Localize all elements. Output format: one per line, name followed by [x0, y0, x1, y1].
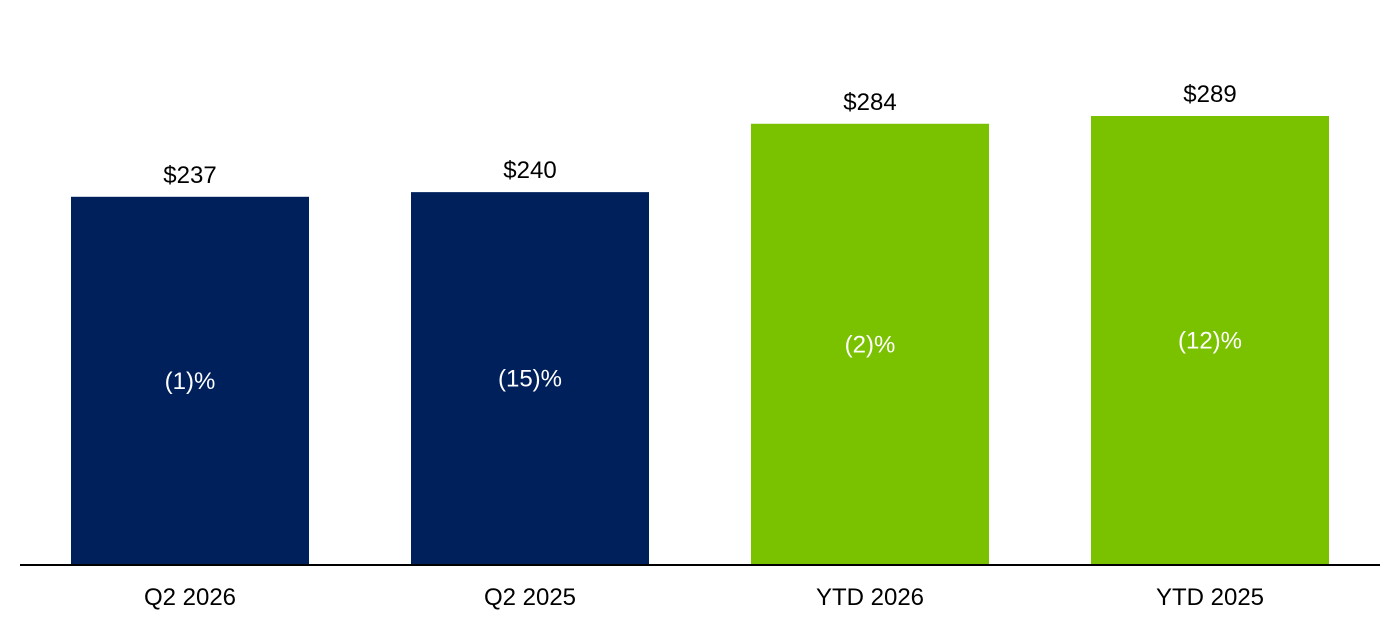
change-label: (15)% — [498, 366, 562, 393]
value-label: $289 — [1183, 81, 1236, 108]
value-label: $240 — [503, 157, 556, 184]
category-label: YTD 2025 — [1156, 584, 1264, 611]
value-label: $237 — [163, 162, 216, 189]
bar-ytd-2025 — [1091, 116, 1329, 565]
bar-q2-2025 — [411, 192, 649, 565]
change-label: (12)% — [1178, 328, 1242, 355]
bar-q2-2026 — [71, 196, 309, 565]
category-label: Q2 2025 — [484, 584, 576, 611]
change-label: (1)% — [165, 368, 216, 395]
labels-group: $237 (1)% Q2 2026 $240 (15)% Q2 2025 $284 (2)% Y… — [144, 81, 1264, 611]
category-label: Q2 2026 — [144, 584, 236, 611]
category-label: YTD 2026 — [816, 584, 924, 611]
bars-group — [71, 116, 1329, 566]
change-label: (2)% — [845, 331, 896, 358]
bar-ytd-2026 — [751, 123, 989, 566]
value-label: $284 — [843, 89, 896, 116]
